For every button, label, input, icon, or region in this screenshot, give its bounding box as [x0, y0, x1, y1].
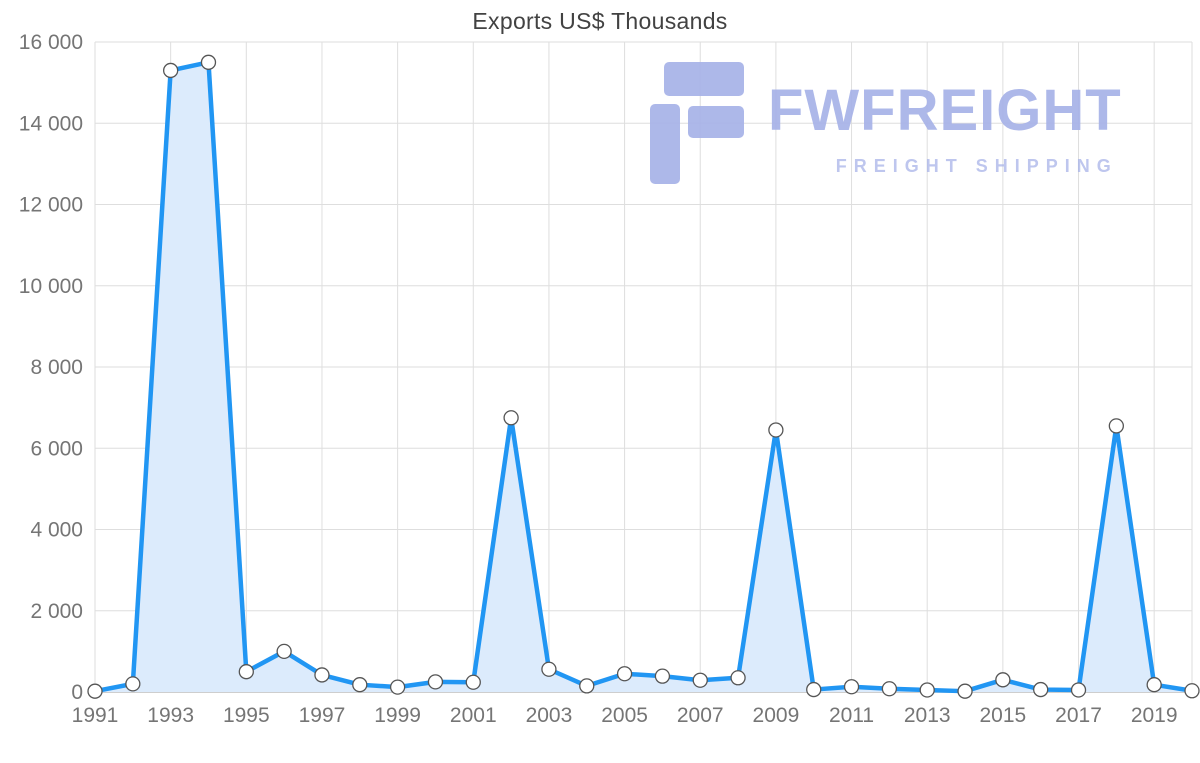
data-point-marker[interactable]	[692, 672, 708, 688]
x-axis-tick-label: 2007	[677, 704, 724, 727]
exports-trend-line	[92, 60, 1195, 694]
y-axis-tick-label: 2 000	[30, 600, 83, 623]
y-axis-tick-label: 0	[71, 681, 83, 704]
y-axis-tick-label: 8 000	[30, 356, 83, 379]
data-point-marker[interactable]	[579, 678, 595, 694]
data-point-marker[interactable]	[919, 682, 935, 698]
data-point-marker[interactable]	[427, 674, 444, 690]
y-axis-tick-label: 12 000	[19, 194, 83, 217]
x-axis-tick-label: 2017	[1055, 704, 1102, 727]
data-point-marker[interactable]	[125, 676, 141, 692]
data-point-marker[interactable]	[1070, 682, 1087, 698]
area-fill	[95, 62, 1192, 692]
x-axis-tick-label: 2015	[980, 704, 1027, 727]
x-axis-tick-label: 1999	[374, 704, 421, 727]
data-point-marker[interactable]	[654, 668, 671, 684]
data-point-marker[interactable]	[957, 683, 973, 699]
data-point-marker[interactable]	[1184, 683, 1200, 699]
x-axis-tick-label: 1993	[147, 704, 194, 727]
x-axis-tick-label: 2001	[450, 704, 497, 727]
data-point-marker[interactable]	[1108, 418, 1124, 434]
data-point-marker[interactable]	[314, 667, 330, 683]
y-axis-tick-label: 4 000	[30, 519, 83, 542]
x-axis-tick-label: 2013	[904, 704, 951, 727]
y-axis-tick-label: 16 000	[19, 31, 83, 54]
data-point-marker[interactable]	[352, 677, 368, 693]
data-point-marker[interactable]	[503, 410, 519, 426]
data-point-marker[interactable]	[1146, 677, 1162, 693]
data-point-marker[interactable]	[465, 674, 481, 690]
chart-title: Exports US$ Thousands	[472, 8, 728, 34]
data-point-marker[interactable]	[163, 62, 179, 79]
data-point-marker[interactable]	[389, 679, 406, 695]
x-axis-tick-label: 2011	[829, 704, 874, 727]
x-axis-tick-label: 1997	[299, 704, 346, 727]
data-point-marker[interactable]	[806, 681, 822, 698]
data-point-marker[interactable]	[87, 683, 103, 699]
y-axis-tick-label: 6 000	[30, 437, 83, 460]
x-axis-tick-label: 1991	[72, 704, 119, 727]
data-point-marker[interactable]	[995, 672, 1011, 688]
data-point-marker[interactable]	[1033, 681, 1049, 698]
x-axis-tick-label: 2005	[601, 704, 648, 727]
data-point-marker[interactable]	[541, 661, 557, 677]
data-point-marker[interactable]	[843, 679, 860, 695]
data-point-marker[interactable]	[881, 681, 898, 697]
y-axis-tick-label: 10 000	[19, 275, 83, 298]
data-point-marker[interactable]	[730, 670, 746, 686]
x-axis-tick-label: 2009	[753, 704, 800, 727]
y-axis-tick-label: 14 000	[19, 112, 83, 135]
data-point-marker[interactable]	[276, 643, 292, 660]
data-point-marker[interactable]	[238, 664, 254, 680]
data-point-marker[interactable]	[768, 422, 784, 438]
x-axis-tick-label: 2019	[1131, 704, 1178, 727]
data-point-marker[interactable]	[200, 54, 217, 70]
x-axis-tick-label: 2003	[526, 704, 573, 727]
data-point-marker[interactable]	[616, 666, 633, 682]
x-axis-tick-label: 1995	[223, 704, 270, 727]
